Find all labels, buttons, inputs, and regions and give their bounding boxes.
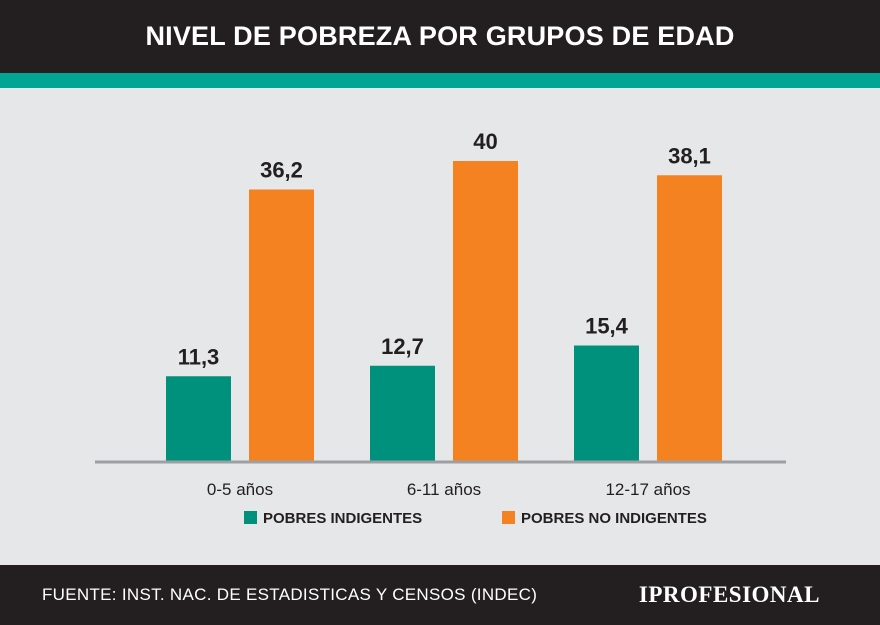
brand-logo: IPROFESIONAL <box>638 582 820 607</box>
data-label-no-indigentes-0: 36,2 <box>260 158 303 183</box>
legend-swatch-no-indigentes <box>502 511 515 524</box>
x-tick-label-2: 12-17 años <box>605 480 690 499</box>
bar-indigentes-2 <box>574 345 639 461</box>
chart-svg: 11,3 36,2 0-5 años 12,7 40 6-11 años 15,4 38,1 1… <box>95 129 786 527</box>
data-label-indigentes-0: 11,3 <box>178 344 220 369</box>
bar-no-indigentes-0 <box>249 189 314 461</box>
data-label-no-indigentes-1: 40 <box>473 129 497 154</box>
bar-indigentes-1 <box>370 365 435 461</box>
chart-title: NIVEL DE POBREZA POR GRUPOS DE EDAD <box>145 21 735 51</box>
footer: FUENTE: INST. NAC. DE ESTADISTICAS Y CEN… <box>0 565 880 625</box>
bar-no-indigentes-1 <box>453 161 518 461</box>
bar-no-indigentes-2 <box>657 175 722 461</box>
data-label-indigentes-2: 15,4 <box>585 314 629 339</box>
bar-indigentes-0 <box>166 376 231 461</box>
header: NIVEL DE POBREZA POR GRUPOS DE EDAD <box>0 0 880 73</box>
data-label-no-indigentes-2: 38,1 <box>668 143 711 168</box>
legend-label-indigentes: POBRES INDIGENTES <box>263 510 422 527</box>
source-text: FUENTE: INST. NAC. DE ESTADISTICAS Y CEN… <box>42 585 538 604</box>
legend-swatch-indigentes <box>244 511 257 524</box>
x-tick-label-0: 0-5 años <box>207 480 273 499</box>
accent-bar <box>0 73 880 88</box>
legend-label-no-indigentes: POBRES NO INDIGENTES <box>521 510 707 527</box>
bar-chart: 11,3 36,2 0-5 años 12,7 40 6-11 años 15,4 38,1 1… <box>0 88 880 565</box>
x-tick-label-1: 6-11 años <box>407 480 481 499</box>
data-label-indigentes-1: 12,7 <box>381 334 424 359</box>
